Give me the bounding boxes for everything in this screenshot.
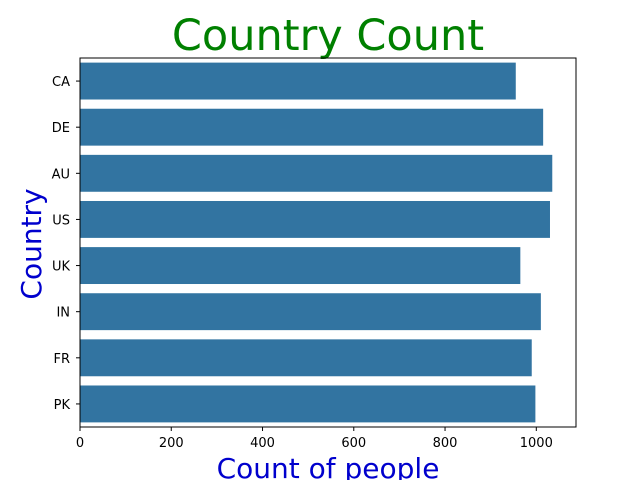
x-axis-label: Count of people (217, 452, 440, 480)
x-tick-label: 600 (341, 436, 366, 451)
bar-ca (80, 62, 516, 100)
bar-us (80, 200, 550, 238)
bars-group (80, 62, 553, 423)
x-tick-label: 400 (250, 436, 275, 451)
y-tick-label: IN (56, 306, 70, 321)
x-tick-label: 0 (76, 436, 84, 451)
bar-pk (80, 385, 536, 423)
bar-in (80, 293, 541, 331)
y-tick-label: DE (52, 121, 70, 136)
bar-uk (80, 247, 521, 285)
chart-title: Country Count (172, 11, 484, 61)
bar-fr (80, 339, 532, 377)
x-tick-label: 800 (433, 436, 458, 451)
bar-au (80, 154, 553, 192)
y-tick-label: UK (52, 260, 71, 275)
bar-de (80, 108, 544, 146)
plot-area-frame (79, 57, 577, 428)
y-tick-label: CA (52, 75, 70, 90)
y-tick-label: PK (54, 398, 71, 413)
y-tick-label: US (52, 213, 70, 228)
y-tick-label: FR (53, 352, 70, 367)
x-axis-ticks: 0 200 400 600 800 1000 (76, 427, 553, 451)
y-axis-label: Country (15, 188, 48, 299)
y-axis-ticks: CA DE AU US UK IN FR PK (52, 75, 80, 413)
x-tick-label: 1000 (520, 436, 553, 451)
x-tick-label: 200 (159, 436, 184, 451)
y-tick-label: AU (52, 167, 70, 182)
